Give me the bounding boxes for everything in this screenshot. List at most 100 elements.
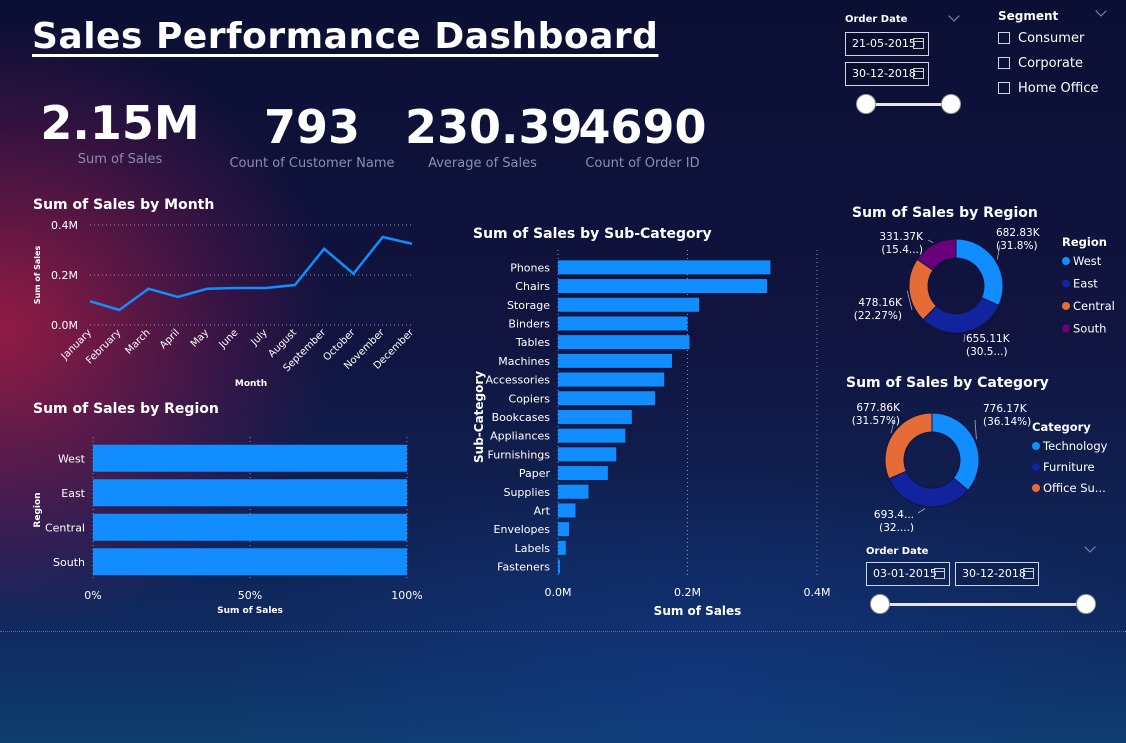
subcat-bar	[558, 540, 566, 555]
leader-line	[917, 508, 926, 514]
x-tick-label: March	[123, 327, 152, 356]
donut-slice	[916, 238, 957, 271]
kpi-count-customer: 793 Count of Customer Name	[222, 104, 402, 171]
x-tick-label: July	[249, 327, 270, 348]
kpi-value: 793	[263, 100, 361, 154]
chevron-down-icon[interactable]	[1095, 5, 1107, 17]
y-tick-label: East	[61, 487, 85, 500]
kpi-label: Count of Order ID	[585, 156, 700, 171]
y-tick-label: Labels	[515, 542, 551, 555]
x-tick-label: 0.4M	[804, 586, 831, 599]
subcat-bar	[558, 522, 570, 537]
legend-entry: South	[1073, 322, 1106, 336]
chevron-down-icon[interactable]	[1084, 541, 1096, 553]
subcat-bar	[558, 559, 560, 574]
order-date-end-input[interactable]: 30-12-2018	[845, 62, 929, 86]
segment-option-corporate[interactable]: Corporate	[998, 53, 1098, 73]
calendar-icon[interactable]	[1023, 568, 1034, 579]
y-tick-label: Copiers	[509, 392, 551, 405]
subcat-bar	[558, 335, 690, 350]
donut-slice	[931, 412, 980, 491]
region-bar-chart-title: Sum of Sales by Region	[33, 401, 219, 417]
y-tick-label: Paper	[519, 467, 551, 480]
slider-start-handle[interactable]	[856, 94, 876, 114]
y-tick-label: Accessories	[486, 374, 551, 387]
calendar-icon[interactable]	[934, 568, 945, 579]
subcat-bar	[558, 484, 589, 499]
legend-marker	[1032, 484, 1040, 492]
order-date-start-input[interactable]: 03-01-2015	[866, 562, 950, 586]
chevron-down-icon[interactable]	[948, 10, 960, 22]
kpi-label: Average of Sales	[428, 156, 537, 171]
data-label: 478.16K (22.27%)	[854, 297, 903, 322]
subcat-bar	[558, 372, 665, 387]
segment-option-home-office[interactable]: Home Office	[998, 78, 1098, 98]
calendar-icon[interactable]	[913, 38, 924, 49]
order-date-label: Order Date	[845, 14, 908, 25]
legend-marker	[1062, 324, 1070, 333]
y-tick-label: South	[53, 556, 85, 569]
y-tick-label: Tables	[515, 336, 550, 349]
leader-line	[974, 419, 977, 440]
slider-end-handle[interactable]	[941, 94, 961, 114]
y-axis-label: Region	[33, 492, 43, 527]
option-label: Corporate	[1018, 55, 1083, 71]
order-date-label: Order Date	[866, 546, 929, 557]
segment-options: Consumer Corporate Home Office	[998, 28, 1098, 98]
kpi-label: Sum of Sales	[77, 152, 163, 167]
x-tick-label: June	[217, 327, 241, 351]
y-tick-label: Supplies	[503, 486, 550, 499]
data-label: 677.86K (31.57%)	[852, 402, 901, 427]
calendar-icon[interactable]	[913, 68, 924, 79]
checkbox[interactable]	[998, 82, 1010, 94]
x-axis-label: Sum of Sales	[217, 606, 283, 616]
y-tick-label: Chairs	[515, 280, 550, 293]
month-sales-line	[89, 235, 413, 312]
month-chart-title: Sum of Sales by Month	[33, 197, 215, 213]
y-tick-label: Art	[534, 504, 551, 517]
y-tick-label: 0.0M	[51, 319, 78, 332]
x-tick-label: 0%	[84, 589, 101, 602]
dashboard-title: Sales Performance Dashboard	[32, 16, 659, 57]
x-tick-label: 0.0M	[545, 586, 572, 599]
legend-entry: East	[1073, 277, 1098, 291]
order-date-end-input[interactable]: 30-12-2018	[955, 562, 1039, 586]
date-range-slider-track[interactable]	[866, 103, 951, 106]
subcat-bar	[558, 260, 771, 275]
region-donut-chart: 682.83K (31.8%) 655.11K (30.5...) 478.16K (22…	[854, 227, 1115, 358]
date-value: 30-12-2018	[852, 67, 916, 80]
option-label: Consumer	[1018, 30, 1085, 46]
slider-start-handle[interactable]	[870, 594, 890, 614]
legend-title: Region	[1062, 235, 1107, 249]
kpi-value: 2.15M	[40, 96, 200, 150]
donut-slice	[922, 296, 1000, 334]
subcat-bar	[558, 391, 656, 406]
donut-slice	[884, 412, 933, 480]
x-axis-label: Month	[235, 379, 267, 389]
subcat-bar	[558, 447, 617, 462]
y-tick-label: Storage	[507, 299, 550, 312]
kpi-label: Count of Customer Name	[229, 156, 395, 171]
y-tick-label: Phones	[510, 261, 550, 274]
category-donut-chart: 776.17K (36.14%) 693.4... (32....) 677.86K (3…	[852, 402, 1108, 532]
y-tick-label: Central	[45, 521, 85, 534]
legend-entry: Furniture	[1043, 460, 1095, 474]
date-range-slider-track[interactable]	[880, 603, 1086, 606]
checkbox[interactable]	[998, 32, 1010, 44]
segment-option-consumer[interactable]: Consumer	[998, 28, 1098, 48]
y-tick-label: Binders	[508, 317, 550, 330]
leader-line	[963, 334, 966, 343]
subcat-bar	[558, 353, 672, 368]
kpi-count-order: 4690 Count of Order ID	[575, 104, 710, 171]
order-date-start-input[interactable]: 21-05-2015	[845, 32, 929, 56]
subcat-bar	[558, 466, 608, 481]
kpi-average-sales: 230.39 Average of Sales	[405, 104, 583, 171]
y-tick-label: West	[58, 452, 86, 465]
data-label: 693.4... (32....)	[874, 509, 914, 532]
legend-entry: West	[1073, 254, 1102, 268]
checkbox[interactable]	[998, 57, 1010, 69]
slider-end-handle[interactable]	[1076, 594, 1096, 614]
y-tick-label: Envelopes	[494, 523, 551, 536]
x-tick-label: May	[189, 327, 211, 349]
subcat-bar	[558, 409, 632, 424]
